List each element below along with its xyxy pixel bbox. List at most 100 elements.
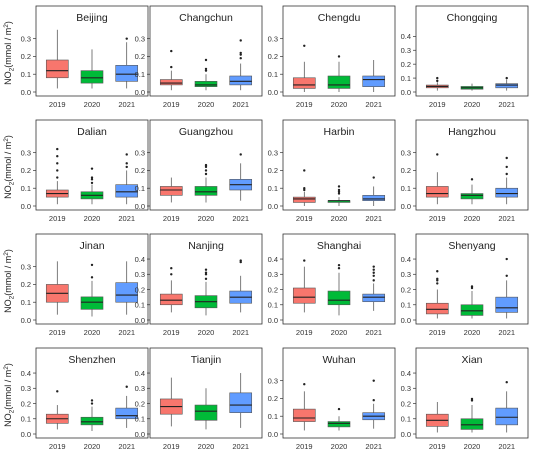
outlier-point: [239, 39, 242, 42]
panel-nanjing: Nanjing 0.0 0.1 0.2 0.3 0.4 2019 2020 2021: [135, 233, 263, 337]
y-tick-label: 0.1: [21, 184, 31, 193]
box-guangzhou-2019: [159, 177, 183, 203]
y-tick-label: 0.3: [135, 270, 145, 279]
panel-title-jinan: Jinan: [79, 240, 104, 252]
box-jinan-2021: [115, 261, 139, 315]
outlier-point: [239, 57, 242, 60]
y-tick-label: 0.4: [401, 369, 411, 378]
outlier-point: [470, 285, 474, 288]
y-tick-label: 0.1: [135, 70, 145, 79]
x-tick-label: 2019: [49, 442, 66, 451]
y-tick-label: 0.1: [401, 415, 411, 424]
box-hangzhou-2020: [460, 178, 484, 205]
panel-title-tianjin: Tianjin: [191, 354, 222, 366]
y-tick-label: 0.1: [135, 301, 145, 310]
x-tick-label: 2021: [498, 214, 515, 223]
outlier-point: [505, 274, 508, 278]
x-tick-label: 2020: [464, 214, 481, 223]
outlier-point: [372, 271, 375, 274]
x-tick-label: 2020: [464, 100, 481, 109]
panel-title-xian: Xian: [461, 354, 482, 366]
y-tick-label: 0.2: [135, 52, 145, 61]
box-nanjing-2019: [159, 266, 183, 313]
x-tick-label: 2021: [232, 100, 249, 109]
x-tick-label: 2019: [296, 328, 313, 337]
outlier-point: [204, 172, 208, 176]
box-shenzhen-2021: [115, 385, 139, 428]
outlier-point: [170, 266, 173, 270]
y-tick-label: 0.3: [401, 46, 411, 55]
y-tick-label: 0.2: [135, 399, 145, 408]
y-tick-label: 0.2: [21, 52, 31, 61]
outlier-point: [239, 153, 242, 156]
outlier-point: [56, 169, 59, 172]
box-chengdu-2020: [327, 55, 351, 92]
outlier-point: [170, 273, 173, 276]
box-tianjin-2021: [229, 373, 253, 428]
outlier-point: [372, 379, 375, 382]
box-beijing-2021: [115, 37, 139, 89]
box-body: [495, 407, 519, 426]
y-tick-label: 0.0: [135, 430, 145, 439]
y-tick-label: 0.3: [268, 34, 278, 43]
outlier-point: [125, 37, 128, 40]
y-tick-label: 0.1: [268, 301, 278, 310]
x-tick-label: 2021: [365, 100, 382, 109]
box-body: [425, 186, 449, 198]
box-body: [460, 193, 484, 200]
box-changchun-2021: [229, 39, 253, 91]
y-tick-label: 0.4: [135, 369, 145, 378]
outlier-point: [125, 385, 128, 388]
box-changchun-2020: [194, 58, 218, 91]
outlier-point: [56, 162, 59, 165]
box-shenzhen-2019: [45, 390, 69, 430]
panel-jinan: Jinan 0.0 0.1 0.2 0.3 2019 2020 2021 NO2(mmol / …: [3, 233, 149, 337]
box-chengdu-2021: [362, 60, 386, 92]
outlier-point: [337, 263, 341, 267]
outlier-point: [204, 277, 208, 281]
box-body: [229, 392, 253, 413]
box-shanghai-2019: [292, 259, 316, 313]
y-tick-label: 0.0: [135, 316, 145, 325]
outlier-point: [56, 390, 59, 393]
x-tick-label: 2021: [498, 100, 515, 109]
panel-frame: [282, 119, 396, 211]
panel-title-changchun: Changchun: [179, 12, 233, 24]
outlier-point: [337, 192, 341, 195]
box-body: [362, 293, 386, 303]
panel-title-harbin: Harbin: [324, 126, 355, 138]
box-body: [115, 282, 139, 303]
box-body: [292, 196, 316, 203]
outlier-point: [239, 51, 242, 55]
y-tick-label: 0.1: [21, 70, 31, 79]
y-tick-label: 0.2: [21, 166, 31, 175]
y-tick-label: 0.3: [135, 148, 145, 157]
outlier-point: [204, 58, 208, 62]
y-tick-label: 0.0: [401, 316, 411, 325]
outlier-point: [170, 65, 173, 69]
x-tick-label: 2021: [365, 214, 382, 223]
x-tick-label: 2019: [163, 442, 180, 451]
outlier-point: [303, 44, 306, 47]
box-shenyang-2021: [495, 257, 519, 319]
x-tick-label: 2020: [84, 442, 101, 451]
outlier-point: [204, 69, 208, 72]
x-tick-label: 2020: [331, 100, 348, 109]
box-body: [327, 421, 351, 428]
box-body: [194, 186, 218, 196]
box-chengdu-2019: [292, 44, 316, 92]
outlier-point: [90, 178, 94, 181]
y-tick-label: 0.4: [135, 255, 145, 264]
outlier-point: [239, 259, 242, 262]
y-tick-label: 0.0: [21, 316, 31, 325]
box-harbin-2020: [327, 185, 351, 206]
outlier-point: [505, 156, 508, 160]
box-shenyang-2019: [425, 270, 449, 319]
outlier-point: [436, 79, 439, 83]
box-hangzhou-2021: [495, 156, 519, 205]
box-body: [460, 304, 484, 316]
outlier-point: [204, 163, 208, 167]
x-tick-label: 2020: [84, 214, 101, 223]
outlier-point: [505, 165, 508, 169]
x-tick-label: 2019: [163, 214, 180, 223]
